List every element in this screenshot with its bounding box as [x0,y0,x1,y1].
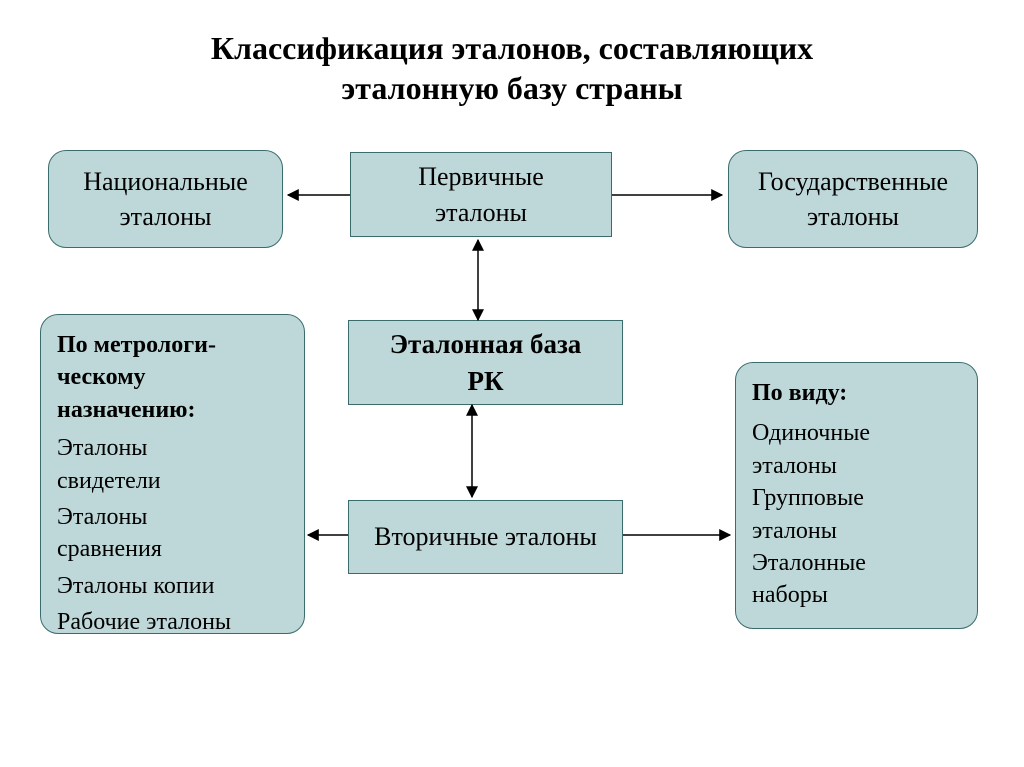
node-standard-base: Эталонная база РК [348,320,623,405]
list-item: сравнения [57,533,162,565]
node-primary-standards: Первичные эталоны [350,152,612,237]
node-label: Первичные [418,159,544,194]
list-item: Одиночные [752,417,870,449]
list-item: эталоны [752,450,837,482]
list-item: Рабочие эталоны [57,606,231,638]
list-item: эталоны [752,515,837,547]
node-label: эталоны [435,195,527,230]
node-secondary-standards: Вторичные эталоны [348,500,623,574]
title-line1: Классификация эталонов, составляющих [211,30,813,66]
diagram-title: Классификация эталонов, составляющих эта… [0,28,1024,108]
node-label: Национальные [83,164,248,199]
list-header: По метрологи- ческому назначению: [57,329,216,426]
list-item: Эталоны копии [57,570,214,602]
list-item: свидетели [57,465,161,497]
node-label: Вторичные эталоны [374,519,597,554]
node-state-standards: Государственные эталоны [728,150,978,248]
node-by-type: По виду: Одиночные эталоны Групповые эта… [735,362,978,629]
list-item: Эталонные [752,547,866,579]
node-label: Государственные [758,164,948,199]
list-item: наборы [752,579,828,611]
node-by-metrological-purpose: По метрологи- ческому назначению: Эталон… [40,314,305,634]
node-label: Эталонная база [390,326,582,362]
title-line2: эталонную базу страны [341,70,682,106]
list-header: По виду: [752,377,847,409]
node-label: эталоны [120,199,212,234]
list-item: Групповые [752,482,864,514]
node-label: РК [467,363,503,399]
list-item: Эталоны [57,501,147,533]
list-item: Эталоны [57,432,147,464]
node-label: эталоны [807,199,899,234]
node-national-standards: Национальные эталоны [48,150,283,248]
